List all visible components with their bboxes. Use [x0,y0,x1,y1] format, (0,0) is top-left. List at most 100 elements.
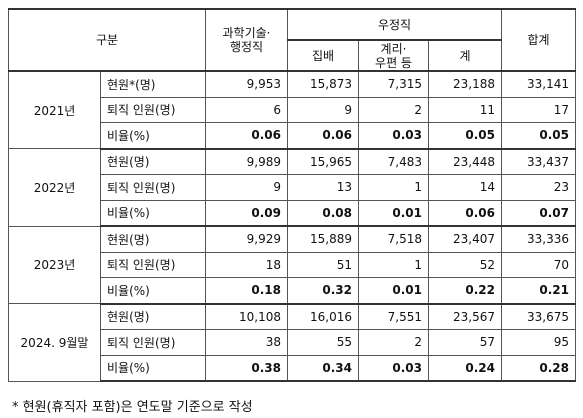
header-cell: 구분 [8,8,206,72]
value-cell: 1 [358,174,429,201]
table-row: 퇴직 인원(명) 6 9 2 11 17 [9,96,576,123]
table-row: 2023년 현원(명) 9,929 15,889 7,518 23,407 33,336 [8,225,576,304]
value-cell: 38 [205,329,288,356]
value-cell: 55 [287,329,359,356]
value-cell: 9,989 [205,148,288,175]
value-cell: 7,551 [358,303,429,330]
header-cell: 계 [428,39,502,72]
row-label: 퇴직 인원(명) [100,96,206,123]
header-cell: 우정직 [287,8,502,41]
row-label: 퇴직 인원(명) [100,329,206,356]
table-row: 비율(%) 0.38 0.34 0.03 0.24 0.28 [9,354,576,382]
value-cell: 23,448 [428,148,502,175]
value-cell: 9 [205,174,288,201]
value-cell: 33,675 [501,303,576,330]
row-label: 현원(명) [100,225,206,253]
table-row: 2021년 현원*(명) 9,953 15,873 7,315 23,188 33,141 [8,70,576,149]
value-cell: 33,437 [501,148,576,175]
value-cell: 2 [358,96,429,123]
group-label: 2023년 [8,225,101,304]
footnote: * 현원(휴직자 포함)은 연도말 기준으로 작성 [12,400,253,415]
value-cell: 16,016 [287,303,359,330]
row-label: 현원(명) [100,303,206,330]
value-cell: 2 [358,329,429,356]
row-label: 퇴직 인원(명) [100,251,206,278]
table-row: 비율(%) 0.09 0.08 0.01 0.06 0.07 [9,199,576,227]
value-cell: 23,567 [428,303,502,330]
row-label: 비율(%) [100,277,206,305]
value-cell: 0.21 [501,277,576,305]
value-cell: 9,953 [205,70,288,98]
table-header: 구분 과학기술· 행정직 우정직 합계 집배 계리· 우편 등 계 [8,8,576,72]
value-cell: 15,889 [287,225,359,253]
group-label: 2022년 [8,148,101,227]
data-table: 구분 과학기술· 행정직 우정직 합계 집배 계리· 우편 등 계 2021년 현… [8,8,576,382]
header-cell: 집배 [287,39,359,72]
value-cell: 0.08 [287,199,359,227]
value-cell: 10,108 [205,303,288,330]
value-cell: 17 [501,96,576,123]
value-cell: 51 [287,251,359,278]
value-cell: 0.03 [358,122,429,150]
value-cell: 0.34 [287,354,359,382]
value-cell: 57 [428,329,502,356]
table-row: 비율(%) 0.18 0.32 0.01 0.22 0.21 [9,277,576,305]
table-row: 2024. 9월말 현원(명) 10,108 16,016 7,551 23,567 33,… [8,303,576,382]
value-cell: 0.05 [428,122,502,150]
table-body: 2021년 현원*(명) 9,953 15,873 7,315 23,188 33,141 퇴… [8,70,576,382]
value-cell: 0.22 [428,277,502,305]
value-cell: 9,929 [205,225,288,253]
value-cell: 0.24 [428,354,502,382]
value-cell: 95 [501,329,576,356]
value-cell: 18 [205,251,288,278]
value-cell: 0.01 [358,199,429,227]
header-cell: 합계 [501,8,576,72]
value-cell: 33,141 [501,70,576,98]
value-cell: 0.38 [205,354,288,382]
value-cell: 23 [501,174,576,201]
row-label: 퇴직 인원(명) [100,174,206,201]
value-cell: 0.09 [205,199,288,227]
value-cell: 11 [428,96,502,123]
row-label: 비율(%) [100,354,206,382]
value-cell: 15,965 [287,148,359,175]
value-cell: 6 [205,96,288,123]
value-cell: 7,518 [358,225,429,253]
value-cell: 7,483 [358,148,429,175]
value-cell: 23,407 [428,225,502,253]
value-cell: 14 [428,174,502,201]
value-cell: 0.05 [501,122,576,150]
value-cell: 0.32 [287,277,359,305]
header-cell: 과학기술· 행정직 [205,8,288,72]
table-row: 퇴직 인원(명) 38 55 2 57 95 [9,329,576,356]
table-row: 퇴직 인원(명) 18 51 1 52 70 [9,251,576,278]
value-cell: 0.06 [205,122,288,150]
value-cell: 0.18 [205,277,288,305]
value-cell: 0.06 [428,199,502,227]
value-cell: 33,336 [501,225,576,253]
table-row: 비율(%) 0.06 0.06 0.03 0.05 0.05 [9,122,576,150]
value-cell: 52 [428,251,502,278]
value-cell: 15,873 [287,70,359,98]
value-cell: 9 [287,96,359,123]
value-cell: 7,315 [358,70,429,98]
value-cell: 23,188 [428,70,502,98]
header-cell: 계리· 우편 등 [358,39,429,72]
value-cell: 0.07 [501,199,576,227]
table-row: 2022년 현원(명) 9,989 15,965 7,483 23,448 33,437 [8,148,576,227]
row-label: 현원(명) [100,148,206,175]
value-cell: 0.06 [287,122,359,150]
value-cell: 70 [501,251,576,278]
row-label: 비율(%) [100,199,206,227]
row-label: 현원*(명) [100,70,206,98]
value-cell: 0.28 [501,354,576,382]
value-cell: 0.01 [358,277,429,305]
table-row: 퇴직 인원(명) 9 13 1 14 23 [9,174,576,201]
row-label: 비율(%) [100,122,206,150]
value-cell: 1 [358,251,429,278]
value-cell: 13 [287,174,359,201]
value-cell: 0.03 [358,354,429,382]
group-label: 2021년 [8,70,101,149]
group-label: 2024. 9월말 [8,303,101,382]
